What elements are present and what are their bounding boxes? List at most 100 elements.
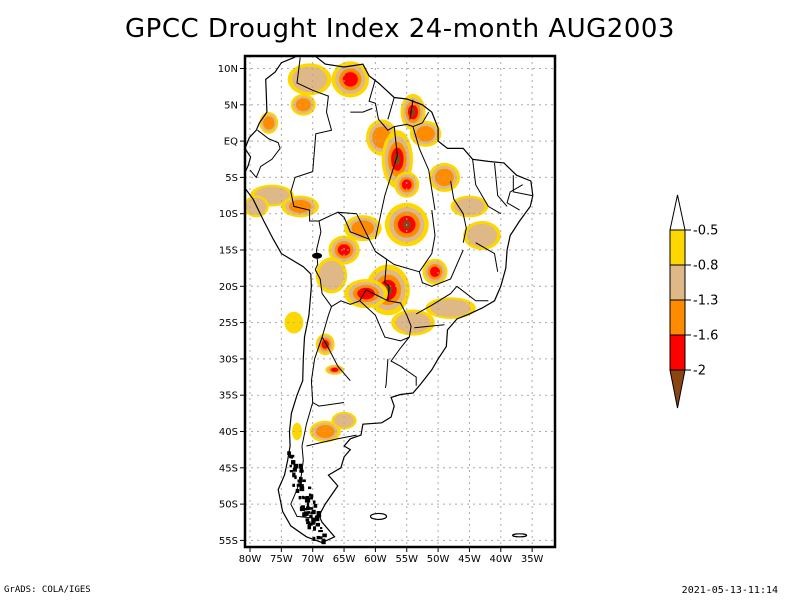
chilean-archipelago: [299, 464, 302, 469]
chilean-archipelago: [307, 511, 310, 514]
y-tick-label: 35S: [219, 391, 238, 402]
chilean-archipelago: [309, 497, 313, 499]
chilean-archipelago: [290, 465, 292, 468]
y-tick-label: 45S: [219, 463, 238, 474]
chilean-archipelago: [320, 536, 323, 539]
chilean-archipelago: [317, 536, 320, 539]
colorbar-bottom-arrow: [670, 370, 685, 408]
chilean-archipelago: [313, 526, 316, 530]
colorbar-label: -1.3: [693, 294, 718, 309]
x-tick-label: 50W: [427, 554, 450, 565]
colorbar-label: -0.5: [693, 224, 718, 239]
national-border: [391, 337, 416, 386]
south-georgia: [513, 534, 527, 537]
chilean-archipelago: [299, 477, 302, 480]
chilean-archipelago: [300, 468, 303, 473]
colorbar-top-arrow: [670, 195, 685, 230]
chilean-archipelago: [301, 505, 305, 508]
chilean-archipelago: [290, 470, 293, 472]
chilean-archipelago: [313, 537, 316, 541]
drought-area: [426, 297, 476, 319]
chilean-archipelago: [306, 506, 309, 510]
y-tick-label: EQ: [224, 137, 238, 148]
chilean-archipelago: [309, 494, 311, 497]
drought-class-3: [416, 126, 435, 142]
x-axis: 80W 75W 70W 65W 60W 55W 50W 45W 40W 35W: [239, 547, 544, 565]
x-tick-label: 40W: [489, 554, 512, 565]
chilean-archipelago: [294, 475, 296, 479]
colorbar-label: -0.8: [693, 259, 718, 274]
y-tick-label: 15S: [219, 246, 238, 257]
falkland-islands: [371, 513, 387, 519]
colorbar-segment: [670, 265, 685, 300]
chilean-archipelago: [317, 511, 322, 516]
drought-class-4: [343, 72, 358, 87]
drought-area: [394, 172, 419, 198]
drought-class-4: [331, 368, 339, 372]
y-tick-label: 40S: [219, 427, 238, 438]
drought-class-3: [289, 200, 312, 213]
chilean-archipelago: [300, 486, 305, 491]
drought-area: [344, 279, 388, 308]
x-tick-label: 35W: [521, 554, 544, 565]
x-tick-label: 55W: [395, 554, 418, 565]
chilean-archipelago: [302, 496, 304, 499]
x-tick-label: 65W: [333, 554, 356, 565]
x-tick-label: 80W: [239, 554, 262, 565]
grads-credit: GrADS: COLA/IGES: [4, 585, 91, 595]
drought-map: 80W 75W 70W 65W 60W 55W 50W 45W 40W 35W 10N 5N EQ 5S…: [0, 0, 800, 600]
chilean-archipelago: [294, 464, 299, 469]
chilean-archipelago: [302, 479, 306, 482]
colorbar-label: -2: [693, 364, 706, 379]
y-tick-label: 10N: [218, 64, 238, 75]
chilean-archipelago: [292, 484, 295, 487]
x-tick-label: 45W: [458, 554, 481, 565]
chilean-archipelago: [306, 518, 310, 521]
chilean-archipelago: [315, 519, 319, 522]
chilean-archipelago: [313, 500, 316, 503]
y-tick-label: 30S: [219, 354, 238, 365]
drought-area: [463, 221, 501, 250]
drought-area: [316, 257, 347, 293]
chilean-archipelago: [320, 527, 322, 529]
x-tick-label: 60W: [364, 554, 387, 565]
national-border: [388, 98, 394, 120]
national-border: [385, 359, 388, 388]
lake-titicaca: [312, 253, 322, 259]
national-border: [313, 403, 344, 407]
colorbar-segment: [670, 230, 685, 265]
chilean-archipelago: [316, 523, 320, 527]
y-tick-label: 5N: [224, 100, 238, 111]
chilean-archipelago: [296, 489, 300, 493]
colorbar-segment: [670, 335, 685, 370]
y-tick-label: 20S: [219, 282, 238, 293]
chilean-archipelago: [308, 487, 311, 490]
x-tick-label: 75W: [270, 554, 293, 565]
chilean-archipelago: [314, 504, 318, 508]
chilean-archipelago: [308, 523, 313, 526]
y-tick-label: 25S: [219, 318, 238, 329]
chilean-archipelago: [318, 530, 323, 532]
national-border: [507, 185, 523, 210]
drought-class-3: [263, 116, 274, 129]
colorbar: -0.5 -0.8 -1.3 -1.6 -2: [670, 195, 718, 408]
colorbar-label: -1.6: [693, 329, 718, 344]
drought-class-2: [319, 261, 344, 290]
chilean-archipelago: [310, 512, 314, 515]
national-border: [350, 108, 372, 112]
chilean-archipelago: [289, 455, 294, 458]
drought-area: [332, 412, 357, 429]
x-tick-label: 70W: [301, 554, 324, 565]
national-border: [495, 163, 508, 207]
y-tick-label: 50S: [219, 500, 238, 511]
chilean-archipelago: [322, 539, 325, 541]
chilean-archipelago: [299, 496, 302, 499]
national-border: [250, 130, 280, 177]
drought-class-4: [430, 267, 440, 277]
chilean-archipelago: [287, 451, 291, 455]
drought-class-2: [467, 224, 497, 247]
y-tick-label: 5S: [225, 173, 238, 184]
drought-class-2: [334, 414, 354, 428]
chilean-archipelago: [309, 515, 312, 518]
chilean-archipelago: [322, 534, 327, 538]
